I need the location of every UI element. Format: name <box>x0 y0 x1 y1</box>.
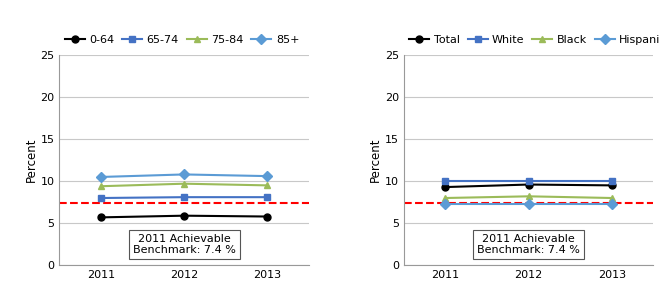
Y-axis label: Percent: Percent <box>24 138 38 182</box>
Y-axis label: Percent: Percent <box>369 138 382 182</box>
Legend: Total, White, Black, Hispanic: Total, White, Black, Hispanic <box>409 35 660 45</box>
Text: 2011 Achievable
Benchmark: 7.4 %: 2011 Achievable Benchmark: 7.4 % <box>477 234 580 255</box>
Legend: 0-64, 65-74, 75-84, 85+: 0-64, 65-74, 75-84, 85+ <box>65 35 300 45</box>
Text: 2011 Achievable
Benchmark: 7.4 %: 2011 Achievable Benchmark: 7.4 % <box>133 234 236 255</box>
